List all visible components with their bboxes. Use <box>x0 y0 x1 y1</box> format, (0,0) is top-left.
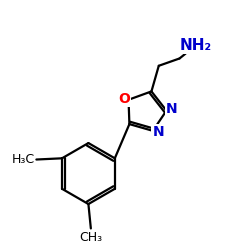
Text: H₃C: H₃C <box>11 153 34 166</box>
Text: N: N <box>152 125 164 139</box>
Text: CH₃: CH₃ <box>79 231 102 244</box>
Text: NH₂: NH₂ <box>179 38 212 53</box>
Text: N: N <box>166 102 178 117</box>
Text: O: O <box>118 92 130 106</box>
